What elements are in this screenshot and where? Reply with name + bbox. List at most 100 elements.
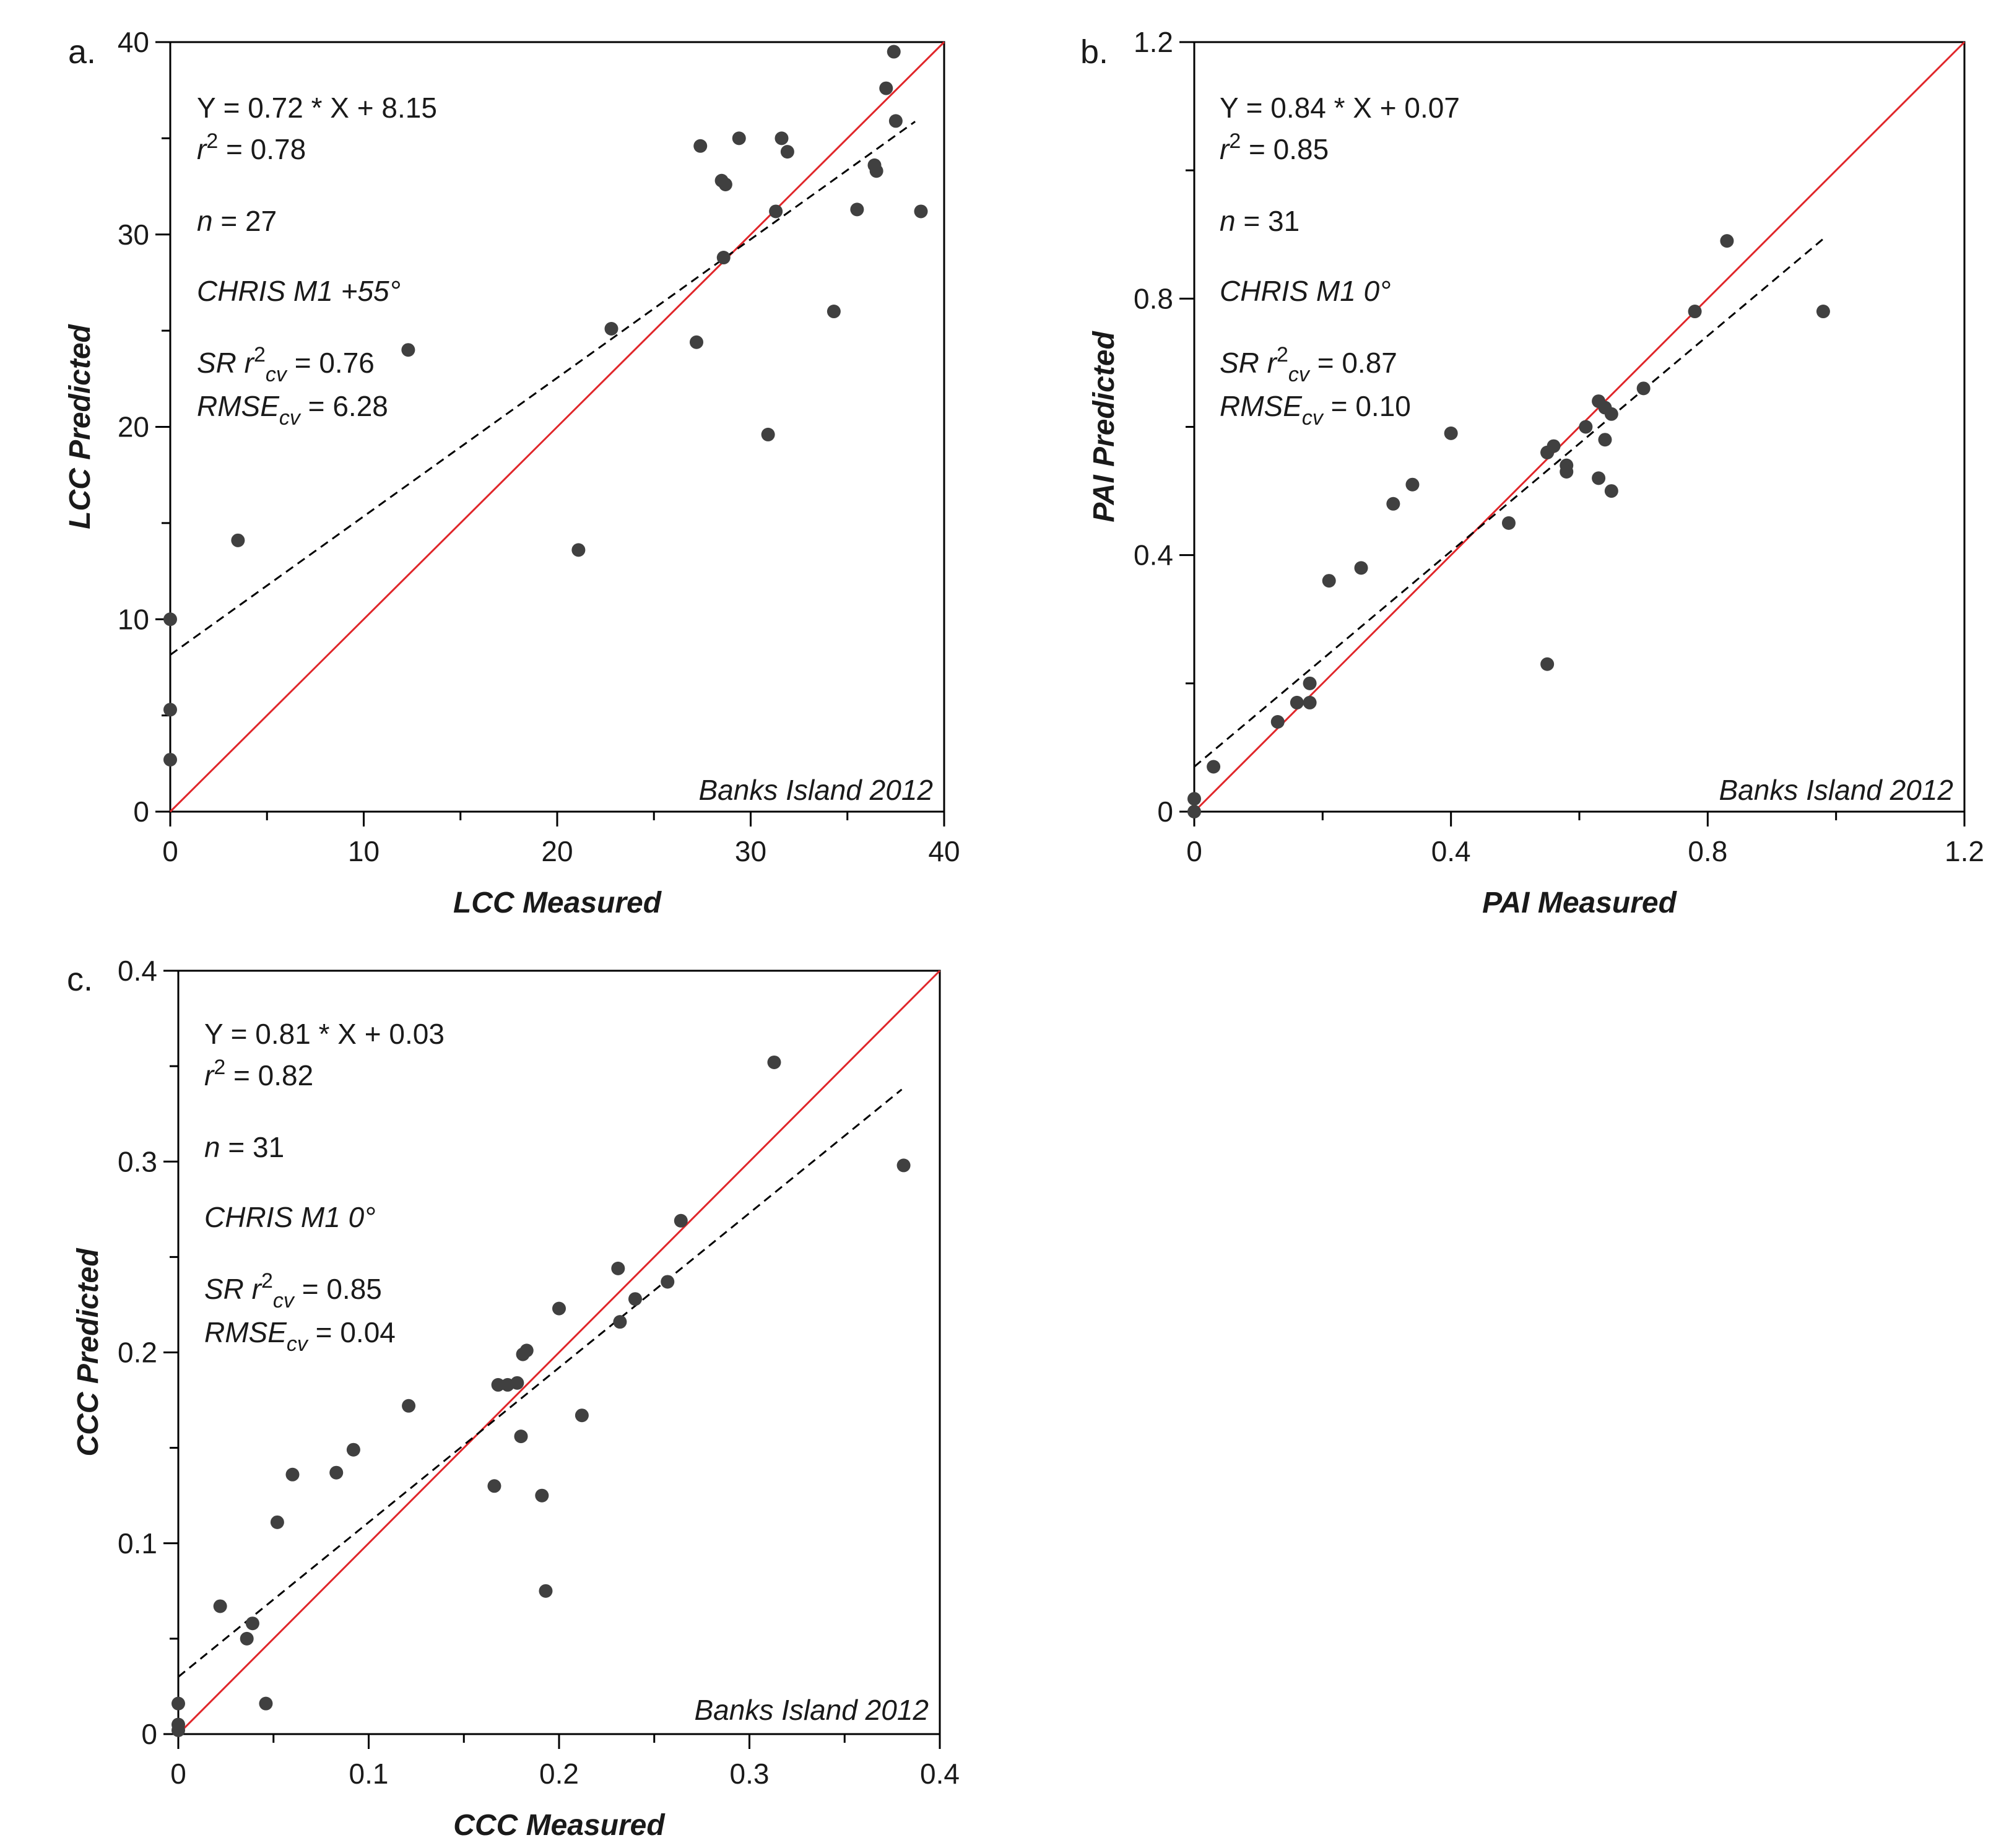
sample-size: n = 31	[1220, 205, 1300, 237]
data-point	[213, 1599, 227, 1613]
data-point	[693, 139, 708, 153]
y-tick-label: 30	[118, 219, 149, 251]
data-point	[1688, 305, 1702, 319]
data-point	[767, 1055, 781, 1069]
data-point	[1303, 676, 1317, 690]
panel-label: a.	[68, 33, 96, 71]
y-axis-title: PAI Predicted	[1088, 331, 1121, 523]
data-point	[716, 251, 731, 265]
x-tick-label: 0	[170, 1758, 186, 1790]
x-tick-label: 0	[1186, 835, 1202, 867]
x-tick-label: 0.3	[730, 1758, 770, 1790]
data-point	[869, 164, 883, 178]
data-point	[171, 1723, 185, 1737]
y-tick-label: 40	[118, 26, 149, 58]
data-point	[1501, 516, 1516, 530]
data-point	[732, 131, 746, 145]
data-point	[827, 305, 841, 319]
regression-equation: Y = 0.81 * X + 0.03	[204, 1018, 445, 1050]
data-point	[1560, 465, 1574, 479]
x-tick-label: 0	[162, 835, 178, 867]
data-point	[1816, 305, 1830, 319]
x-tick-label: 20	[541, 835, 573, 867]
y-tick-label: 0.1	[118, 1527, 157, 1560]
data-point	[604, 322, 618, 336]
x-axis-title: CCC Measured	[453, 1809, 666, 1842]
data-point	[163, 612, 177, 627]
data-point	[690, 335, 703, 349]
data-point	[879, 81, 893, 95]
data-point	[571, 543, 586, 557]
panel-a: 0 10 20 30 40 0 10 20 30 40 LCC Measured LCC Predic…	[64, 26, 960, 919]
rmse-cv: RMSEcv = 0.10	[1220, 390, 1411, 430]
data-point	[1405, 477, 1420, 492]
x-tick-label: 30	[735, 835, 766, 867]
data-point	[552, 1301, 566, 1316]
y-tick-label: 0.3	[118, 1145, 157, 1178]
data-point	[163, 753, 177, 767]
data-point	[1270, 714, 1285, 729]
data-point	[329, 1465, 344, 1480]
data-point	[613, 1315, 627, 1329]
data-point	[775, 131, 789, 145]
data-point	[1187, 805, 1201, 818]
sr-r2-cv: SR r2cv = 0.76	[197, 343, 375, 386]
data-point	[510, 1376, 524, 1390]
data-point	[1386, 497, 1400, 511]
y-axis-title: LCC Predicted	[64, 323, 97, 529]
data-point	[1604, 407, 1618, 421]
y-axis-title: CCC Predicted	[72, 1247, 105, 1457]
data-point	[1540, 445, 1555, 459]
sr-r2-cv: SR r2cv = 0.85	[204, 1269, 382, 1312]
r-squared: r2 = 0.78	[197, 129, 306, 165]
panel-label: c.	[67, 961, 93, 998]
data-point	[240, 1631, 254, 1646]
regression-line	[1194, 238, 1824, 768]
data-point	[346, 1442, 360, 1457]
data-point	[285, 1467, 300, 1481]
rmse-cv: RMSEcv = 6.28	[197, 390, 388, 430]
data-point	[850, 202, 864, 217]
x-tick-label: 0.4	[920, 1758, 960, 1790]
x-tick-label: 1.2	[1945, 835, 1984, 867]
data-point	[780, 145, 794, 159]
data-point	[575, 1408, 589, 1423]
y-tick-label: 0.2	[118, 1337, 157, 1369]
regression-equation: Y = 0.72 * X + 8.15	[197, 92, 437, 124]
y-tick-label: 1.2	[1134, 26, 1173, 58]
data-point	[887, 45, 901, 59]
data-point	[1604, 484, 1618, 498]
data-point	[535, 1488, 549, 1503]
sensor-label: CHRIS M1 +55°	[197, 275, 401, 307]
data-point	[1354, 561, 1368, 575]
x-tick-label: 0.2	[539, 1758, 579, 1790]
data-point	[539, 1584, 553, 1598]
data-point	[245, 1616, 259, 1631]
one-to-one-line	[177, 970, 941, 1735]
panel-label: b.	[1080, 33, 1108, 71]
y-tick-label: 0.4	[1134, 539, 1173, 571]
data-point	[1720, 234, 1734, 248]
data-point	[401, 343, 415, 357]
data-point	[1322, 574, 1336, 588]
sample-size: n = 31	[204, 1131, 284, 1163]
data-point	[514, 1429, 528, 1444]
data-point	[270, 1515, 284, 1529]
y-tick-label: 0	[133, 796, 149, 828]
x-tick-label: 10	[348, 835, 380, 867]
data-point	[491, 1377, 505, 1392]
x-axis-title: LCC Measured	[453, 887, 662, 919]
x-tick-label: 0.8	[1688, 835, 1727, 867]
data-point	[1207, 760, 1221, 774]
data-point	[1598, 433, 1612, 447]
data-point	[171, 1696, 185, 1711]
sensor-label: CHRIS M1 0°	[1220, 275, 1391, 307]
data-point	[519, 1343, 534, 1358]
x-axis-title: PAI Measured	[1482, 887, 1678, 919]
data-point	[896, 1158, 911, 1173]
y-tick-label: 20	[118, 411, 149, 443]
data-point	[761, 427, 775, 441]
data-point	[1187, 792, 1201, 806]
x-tick-label: 40	[928, 835, 960, 867]
data-point	[402, 1399, 416, 1413]
